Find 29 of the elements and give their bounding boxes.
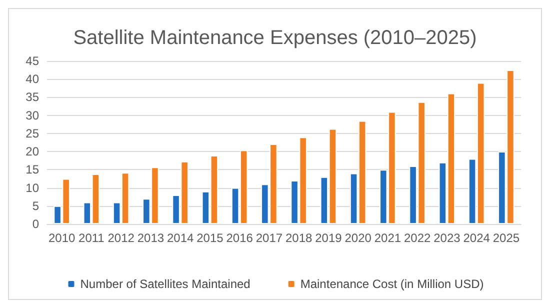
y-tick-label: 45 [26, 54, 40, 68]
x-tick-label: 2025 [492, 231, 520, 245]
x-tick-label: 2015 [196, 231, 224, 245]
y-tick-label: 5 [32, 198, 40, 213]
x-tick-label: 2013 [137, 231, 164, 245]
x-tick-label: 2010 [48, 231, 76, 245]
y-tick-label: 25 [26, 126, 40, 140]
x-tick-label: 2018 [285, 231, 312, 245]
x-tick-label: 2011 [78, 231, 105, 245]
y-tick-label: 15 [26, 162, 40, 177]
y-tick-label: 20 [26, 144, 40, 159]
x-tick-label: 2014 [166, 231, 194, 245]
y-tick-label: 40 [26, 72, 40, 86]
x-tick-label: 2016 [226, 231, 254, 245]
x-tick-label: 2022 [404, 231, 431, 245]
y-tick-label: 30 [26, 108, 40, 122]
x-tick-label: 2017 [256, 231, 283, 245]
y-tick-label: 0 [32, 217, 40, 231]
x-tick-label: 2024 [463, 231, 490, 245]
legend-label: Maintenance Cost (in Million USD) [300, 277, 484, 291]
chart-title: Satellite Maintenance Expenses (2010–2025) [73, 27, 477, 49]
x-tick-label: 2023 [434, 231, 461, 245]
x-tick-label: 2021 [374, 231, 402, 245]
y-tick-label: 10 [26, 180, 40, 195]
y-tick-label: 35 [26, 90, 40, 104]
x-tick-label: 2012 [108, 231, 135, 245]
legend-label: Number of Satellites Maintained [80, 277, 250, 291]
x-tick-label: 2020 [344, 231, 372, 245]
x-tick-label: 2019 [315, 231, 342, 245]
